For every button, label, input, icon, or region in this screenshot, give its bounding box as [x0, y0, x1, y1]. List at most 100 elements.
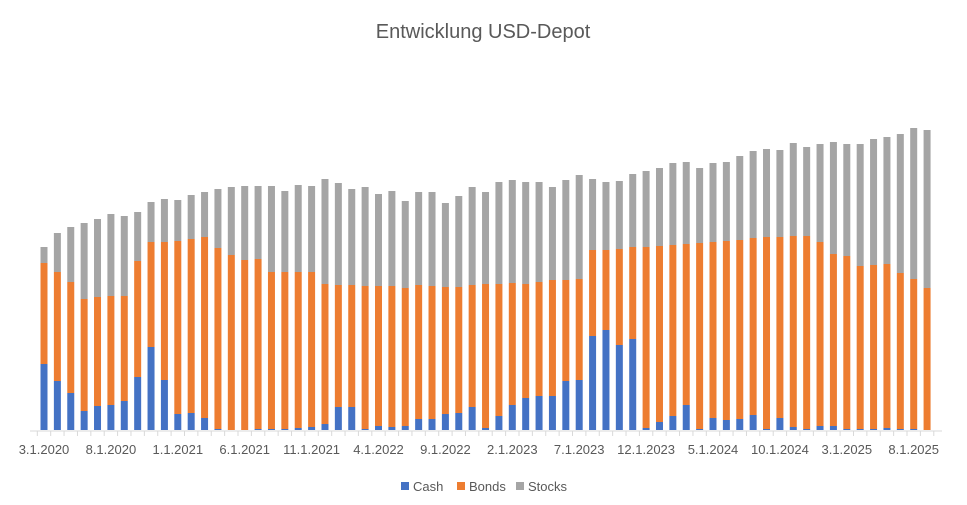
bar-bonds-4.1.2020	[53, 272, 61, 381]
bar-bonds-8.1.2022	[428, 286, 436, 419]
bar-stocks-5.1.2023	[548, 187, 556, 280]
bar-bonds-2.1.2021	[187, 239, 195, 413]
bar-bonds-3.1.2022	[361, 286, 369, 429]
x-tick-label: 12.1.2023	[617, 442, 675, 457]
bar-cash-6.1.2020	[80, 411, 88, 430]
bar-stocks-12.1.2022	[482, 192, 490, 284]
bar-bonds-4.1.2022	[375, 286, 382, 426]
bar-stocks-4.1.2024	[696, 168, 704, 243]
bar-cash-9.1.2020	[120, 401, 128, 430]
bar-bonds-9.1.2021	[281, 272, 289, 429]
bar-bonds-12.1.2022	[482, 284, 490, 428]
bar-cash-2.1.2024	[669, 416, 677, 430]
bar-stocks-10.1.2020	[134, 212, 142, 261]
bar-stocks-5.1.2020	[67, 227, 75, 282]
bar-cash-7.1.2021	[254, 429, 262, 430]
bar-stocks-6.1.2021	[241, 186, 249, 260]
legend-label-stocks: Stocks	[528, 479, 568, 494]
bar-bonds-4.1.2021	[214, 248, 222, 429]
bar-stocks-3.1.2021	[201, 192, 209, 237]
bar-cash-6.1.2024	[722, 420, 730, 430]
bar-bonds-6.1.2023	[562, 280, 570, 381]
bar-bonds-10.1.2023	[615, 249, 623, 345]
bar-cash-2.1.2023	[508, 405, 516, 430]
bar-bonds-10.1.2021	[294, 272, 302, 428]
bar-bonds-6.1.2022	[401, 288, 409, 426]
bar-cash-1.1.2021	[174, 414, 182, 430]
bar-bonds-9.1.2020	[120, 296, 128, 401]
bar-stocks-6.1.2024	[722, 162, 730, 241]
bar-stocks-3.1.2023	[522, 182, 530, 284]
bar-bonds-11.1.2020	[147, 242, 155, 347]
bar-bonds-7.1.2025	[896, 273, 904, 429]
bar-cash-5.1.2025	[870, 429, 878, 430]
bar-stocks-8.1.2024	[749, 151, 757, 238]
bar-cash-9.1.2023	[602, 330, 610, 430]
bar-bonds-5.1.2020	[67, 282, 75, 393]
bar-bonds-8.1.2025	[910, 279, 918, 429]
bar-cash-3.1.2022	[361, 429, 369, 430]
bar-stocks-9.1.2024	[763, 149, 771, 237]
bar-cash-5.1.2020	[67, 393, 75, 430]
bar-stocks-11.1.2022	[468, 187, 476, 285]
bar-bonds-6.1.2021	[241, 260, 249, 430]
x-axis-tick-labels: 3.1.2020 8.1.2020 1.1.2021 6.1.2021 11.1.202…	[19, 442, 939, 457]
bar-cash-7.1.2022	[415, 419, 423, 430]
bar-stocks-11.1.2020	[147, 202, 155, 242]
bar-bonds-5.1.2024	[709, 242, 717, 418]
bar-cash-5.1.2022	[388, 427, 396, 430]
bar-stocks-12.1.2020	[160, 199, 168, 242]
bar-cash-12.1.2021	[321, 424, 329, 430]
bar-bonds-11.1.2023	[629, 247, 637, 339]
bar-bonds-10.1.2020	[134, 261, 142, 377]
x-tick-label: 7.1.2023	[554, 442, 605, 457]
bar-stocks-7.1.2025	[896, 134, 904, 273]
bar-bonds-12.1.2024	[803, 236, 811, 429]
bar-cash-10.1.2024	[776, 418, 784, 430]
bar-stocks-6.1.2025	[883, 137, 891, 264]
bar-stocks-4.1.2020	[53, 233, 61, 272]
bar-cash-8.1.2023	[589, 336, 597, 430]
legend-swatch-bonds	[457, 482, 465, 490]
bar-stocks-9.1.2023	[602, 182, 610, 250]
bar-cash-3.1.2024	[682, 405, 690, 430]
bar-stocks-6.1.2020	[80, 223, 88, 299]
bar-bonds-1.1.2023	[495, 284, 503, 416]
bar-bonds-9.1.2023	[602, 250, 610, 330]
bar-bonds-7.1.2024	[736, 240, 744, 419]
bar-bonds-7.1.2021	[254, 259, 262, 429]
bar-stocks-1.1.2022	[334, 183, 342, 285]
bar-cash-2.1.2025	[829, 426, 837, 430]
bar-cash-10.1.2023	[615, 345, 623, 430]
bar-cash-10.1.2022	[455, 413, 463, 430]
bar-cash-8.1.2021	[267, 429, 275, 430]
bar-cash-8.1.2025	[910, 429, 918, 430]
x-tick-label: 2.1.2023	[487, 442, 538, 457]
bar-stocks-8.1.2021	[267, 186, 275, 272]
bar-cash-1.1.2023	[495, 416, 503, 430]
bar-bonds-11.1.2021	[308, 272, 316, 427]
bar-cash-2.1.2022	[348, 407, 356, 430]
bar-bonds-7.1.2020	[94, 297, 102, 406]
bar-cash-4.1.2021	[214, 429, 222, 430]
x-tick-label: 11.1.2021	[283, 442, 340, 457]
bar-stocks-8.1.2022	[428, 192, 436, 286]
bars-group	[40, 128, 931, 430]
bar-stocks-8.1.2023	[589, 179, 597, 250]
bar-stocks-10.1.2024	[776, 150, 784, 237]
bar-cash-11.1.2024	[789, 427, 797, 430]
bar-cash-6.1.2022	[401, 426, 409, 430]
x-axis-ticks	[36, 431, 935, 436]
bar-stocks-10.1.2023	[615, 181, 623, 249]
bar-bonds-11.1.2022	[468, 285, 476, 407]
bar-stocks-1.1.2024	[655, 168, 663, 246]
bar-cash-12.1.2022	[482, 428, 490, 430]
bar-bonds-3.1.2025	[843, 256, 851, 429]
x-tick-label: 3.1.2025	[821, 442, 872, 457]
bar-bonds-4.1.2025	[856, 266, 864, 429]
bar-stocks-8.1.2025	[910, 128, 918, 279]
bar-cash-12.1.2023	[642, 428, 650, 430]
bar-stocks-7.1.2023	[575, 175, 583, 279]
x-tick-label: 4.1.2022	[353, 442, 404, 457]
